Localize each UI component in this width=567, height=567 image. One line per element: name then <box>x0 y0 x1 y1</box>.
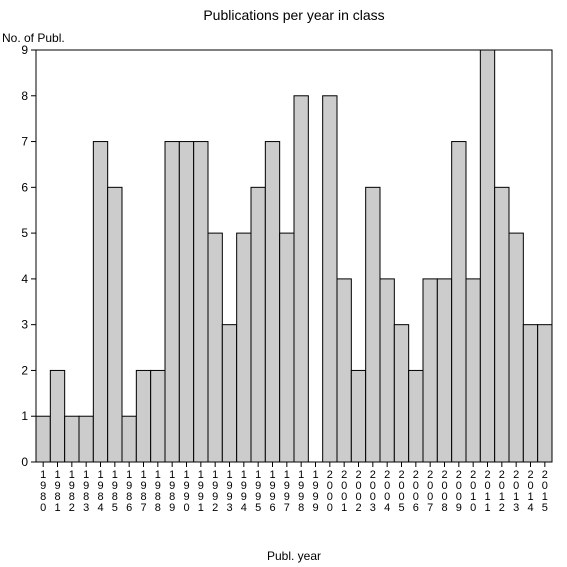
x-tick-label: 2000 <box>327 469 333 514</box>
bar <box>222 325 236 462</box>
bar <box>495 187 509 462</box>
x-tick-label: 1995 <box>255 469 261 514</box>
bar <box>251 187 265 462</box>
bar <box>380 279 394 462</box>
x-tick-label: 1989 <box>169 469 175 514</box>
x-tick-label: 2014 <box>527 469 533 514</box>
bar <box>165 142 179 462</box>
bar <box>409 370 423 462</box>
x-ticks: 1980 1981 1982 1983 1984 1985 1986 1987 1988 1989… <box>40 462 548 514</box>
bar <box>151 370 165 462</box>
y-ticks: 0 1 2 3 4 5 6 7 8 9 <box>21 43 36 469</box>
x-tick-label: 1988 <box>155 469 161 514</box>
x-tick-label: 1998 <box>298 469 304 514</box>
x-tick-label: 1990 <box>183 469 189 514</box>
bar <box>179 142 193 462</box>
x-tick-label: 1982 <box>69 469 75 514</box>
bar <box>237 233 251 462</box>
bar <box>79 416 93 462</box>
bar <box>280 233 294 462</box>
y-tick-label: 6 <box>21 180 28 194</box>
x-tick-label: 2010 <box>470 469 476 514</box>
x-tick-label: 1991 <box>198 469 204 514</box>
bar <box>366 187 380 462</box>
x-tick-label: 1984 <box>97 469 103 514</box>
bar <box>394 325 408 462</box>
bar <box>108 187 122 462</box>
x-tick-label: 1993 <box>226 469 232 514</box>
x-tick-label: 1996 <box>269 469 275 514</box>
x-tick-label: 1985 <box>112 469 118 514</box>
x-tick-label: 1992 <box>212 469 218 514</box>
bar <box>323 96 337 462</box>
bar <box>65 416 79 462</box>
bar <box>538 325 552 462</box>
y-tick-label: 9 <box>21 43 28 57</box>
x-axis-label: Publ. year <box>267 549 321 563</box>
x-tick-label: 1987 <box>140 469 146 514</box>
x-tick-label: 1999 <box>312 469 318 514</box>
x-tick-label: 1983 <box>83 469 89 514</box>
publications-bar-chart: Publications per year in class No. of Pu… <box>0 0 567 567</box>
bar <box>480 50 494 462</box>
y-axis-label: No. of Publ. <box>2 31 65 45</box>
chart-container: Publications per year in class No. of Pu… <box>0 0 567 567</box>
chart-title: Publications per year in class <box>203 7 384 23</box>
bar <box>509 233 523 462</box>
bar <box>265 142 279 462</box>
bar <box>337 279 351 462</box>
x-tick-label: 1994 <box>241 469 247 514</box>
x-tick-label: 2008 <box>441 469 447 514</box>
x-tick-label: 2001 <box>341 469 347 514</box>
bar <box>93 142 107 462</box>
bars-group <box>36 50 552 462</box>
bar <box>351 370 365 462</box>
x-tick-label: 2006 <box>413 469 419 514</box>
y-tick-label: 2 <box>21 363 28 377</box>
x-tick-label: 2009 <box>456 469 462 514</box>
bar <box>50 370 64 462</box>
bar <box>122 416 136 462</box>
x-tick-label: 2004 <box>384 469 390 514</box>
bar <box>294 96 308 462</box>
x-tick-label: 1997 <box>284 469 290 514</box>
x-tick-label: 2012 <box>499 469 505 514</box>
x-tick-label: 2003 <box>370 469 376 514</box>
x-tick-label: 2013 <box>513 469 519 514</box>
bar <box>194 142 208 462</box>
y-tick-label: 8 <box>21 89 28 103</box>
y-tick-label: 1 <box>21 409 28 423</box>
bar <box>452 142 466 462</box>
bar <box>208 233 222 462</box>
x-tick-label: 1986 <box>126 469 132 514</box>
bar <box>136 370 150 462</box>
bar <box>36 416 50 462</box>
bar <box>423 279 437 462</box>
y-tick-label: 5 <box>21 226 28 240</box>
bar <box>466 279 480 462</box>
x-tick-label: 1981 <box>54 469 60 514</box>
bar <box>523 325 537 462</box>
x-tick-label: 2011 <box>484 469 490 514</box>
x-tick-label: 1980 <box>40 469 46 514</box>
y-tick-label: 7 <box>21 135 28 149</box>
y-tick-label: 4 <box>21 272 28 286</box>
y-tick-label: 3 <box>21 318 28 332</box>
x-tick-label: 2005 <box>398 469 404 514</box>
y-tick-label: 0 <box>21 455 28 469</box>
x-tick-label: 2007 <box>427 469 433 514</box>
x-tick-label: 2002 <box>355 469 361 514</box>
bar <box>437 279 451 462</box>
x-tick-label: 2015 <box>542 469 548 514</box>
